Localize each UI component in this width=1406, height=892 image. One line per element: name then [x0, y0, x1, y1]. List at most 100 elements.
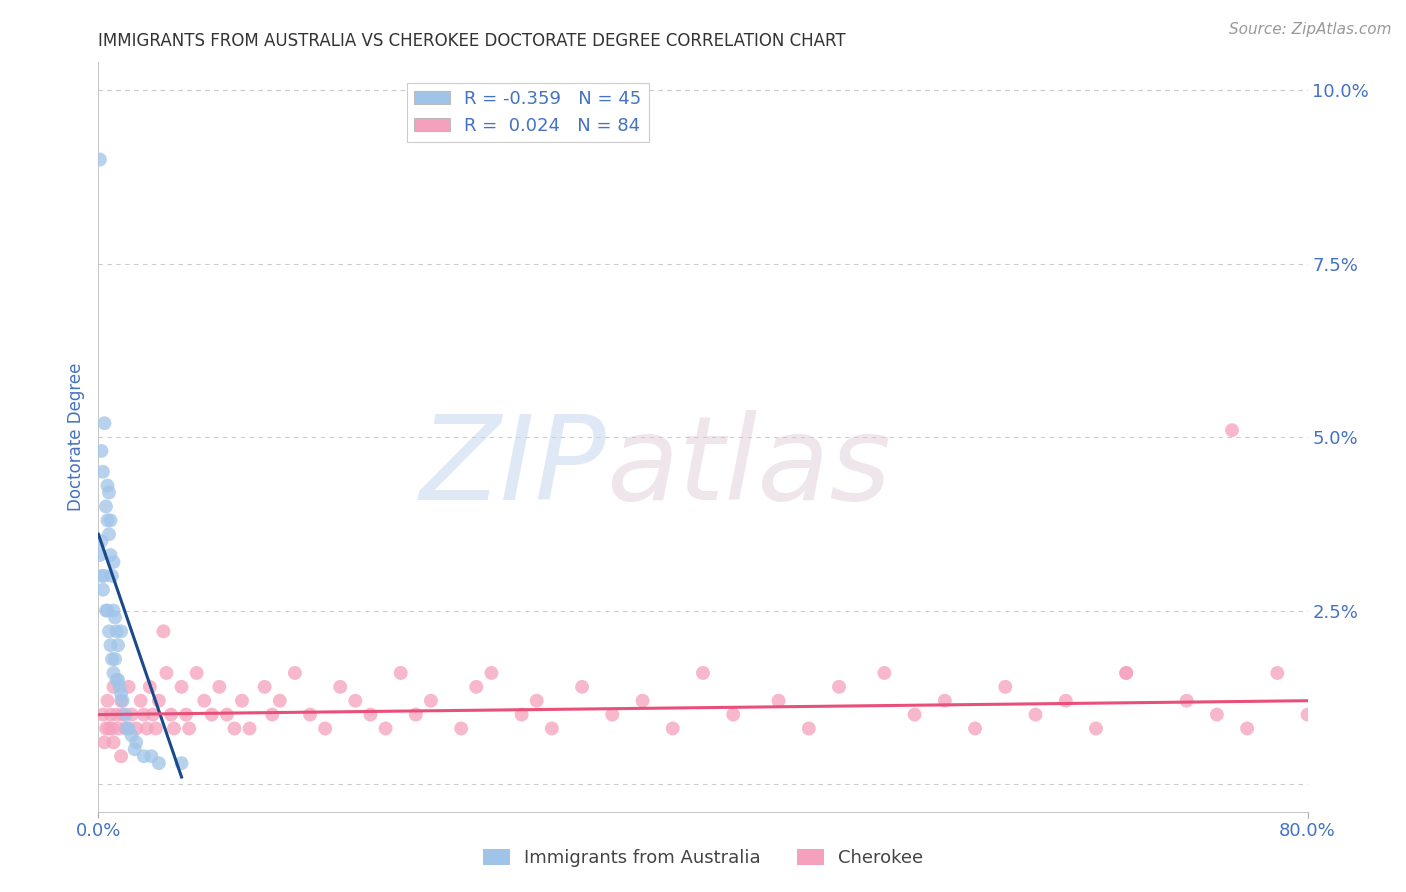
Point	[93, 735, 115, 749]
Point	[132, 749, 155, 764]
Point	[148, 756, 170, 771]
Point	[118, 722, 141, 736]
Point	[389, 665, 412, 680]
Point	[179, 722, 201, 736]
Point	[121, 707, 143, 722]
Point	[121, 728, 143, 742]
Point	[100, 548, 122, 562]
Point	[186, 665, 208, 680]
Point	[1236, 722, 1258, 736]
Point	[174, 707, 197, 722]
Point	[1085, 722, 1108, 736]
Point	[420, 694, 443, 708]
Point	[103, 665, 125, 680]
Point	[329, 680, 352, 694]
Point	[129, 694, 152, 708]
Point	[170, 756, 193, 771]
Point	[994, 680, 1017, 694]
Point	[141, 749, 163, 764]
Point	[94, 500, 117, 514]
Legend: R = -0.359   N = 45, R =  0.024   N = 84: R = -0.359 N = 45, R = 0.024 N = 84	[406, 83, 648, 142]
Point	[1115, 665, 1137, 680]
Point	[873, 665, 896, 680]
Point	[132, 707, 155, 722]
Point	[91, 707, 114, 722]
Point	[510, 707, 533, 722]
Point	[100, 638, 122, 652]
Point	[101, 569, 124, 583]
Point	[90, 444, 112, 458]
Point	[96, 603, 118, 617]
Text: atlas: atlas	[606, 410, 891, 524]
Point	[125, 735, 148, 749]
Point	[253, 680, 276, 694]
Point	[314, 722, 336, 736]
Point	[105, 707, 128, 722]
Point	[344, 694, 367, 708]
Point	[107, 722, 129, 736]
Point	[124, 742, 146, 756]
Point	[89, 153, 111, 167]
Point	[110, 749, 132, 764]
Point	[231, 694, 253, 708]
Point	[201, 707, 224, 722]
Point	[139, 680, 162, 694]
Point	[163, 722, 186, 736]
Point	[540, 722, 562, 736]
Point	[100, 707, 122, 722]
Point	[723, 707, 745, 722]
Point	[90, 569, 112, 583]
Legend: Immigrants from Australia, Cherokee: Immigrants from Australia, Cherokee	[475, 841, 931, 874]
Point	[98, 722, 121, 736]
Y-axis label: Doctorate Degree: Doctorate Degree	[66, 363, 84, 511]
Point	[170, 680, 193, 694]
Point	[125, 722, 148, 736]
Point	[239, 722, 262, 736]
Point	[91, 582, 114, 597]
Point	[100, 513, 122, 527]
Point	[135, 722, 157, 736]
Point	[98, 485, 121, 500]
Point	[631, 694, 654, 708]
Point	[145, 722, 167, 736]
Point	[105, 673, 128, 687]
Point	[152, 624, 174, 639]
Point	[1175, 694, 1198, 708]
Point	[104, 652, 127, 666]
Point	[602, 707, 624, 722]
Point	[107, 673, 129, 687]
Point	[1054, 694, 1077, 708]
Point	[904, 707, 927, 722]
Point	[103, 603, 125, 617]
Point	[96, 694, 118, 708]
Point	[193, 694, 215, 708]
Point	[405, 707, 427, 722]
Point	[661, 722, 683, 736]
Point	[768, 694, 790, 708]
Point	[101, 652, 124, 666]
Point	[108, 680, 131, 694]
Point	[450, 722, 472, 736]
Point	[115, 722, 138, 736]
Point	[118, 680, 141, 694]
Point	[114, 707, 136, 722]
Text: IMMIGRANTS FROM AUSTRALIA VS CHEROKEE DOCTORATE DEGREE CORRELATION CHART: IMMIGRANTS FROM AUSTRALIA VS CHEROKEE DO…	[98, 32, 846, 50]
Point	[481, 665, 503, 680]
Point	[103, 680, 125, 694]
Point	[105, 624, 128, 639]
Point	[160, 707, 183, 722]
Point	[1296, 707, 1319, 722]
Point	[934, 694, 956, 708]
Point	[262, 707, 284, 722]
Point	[828, 680, 851, 694]
Point	[103, 735, 125, 749]
Point	[224, 722, 246, 736]
Point	[89, 548, 111, 562]
Point	[93, 569, 115, 583]
Point	[148, 694, 170, 708]
Point	[269, 694, 291, 708]
Point	[1220, 423, 1243, 437]
Point	[90, 534, 112, 549]
Point	[91, 465, 114, 479]
Point	[208, 680, 231, 694]
